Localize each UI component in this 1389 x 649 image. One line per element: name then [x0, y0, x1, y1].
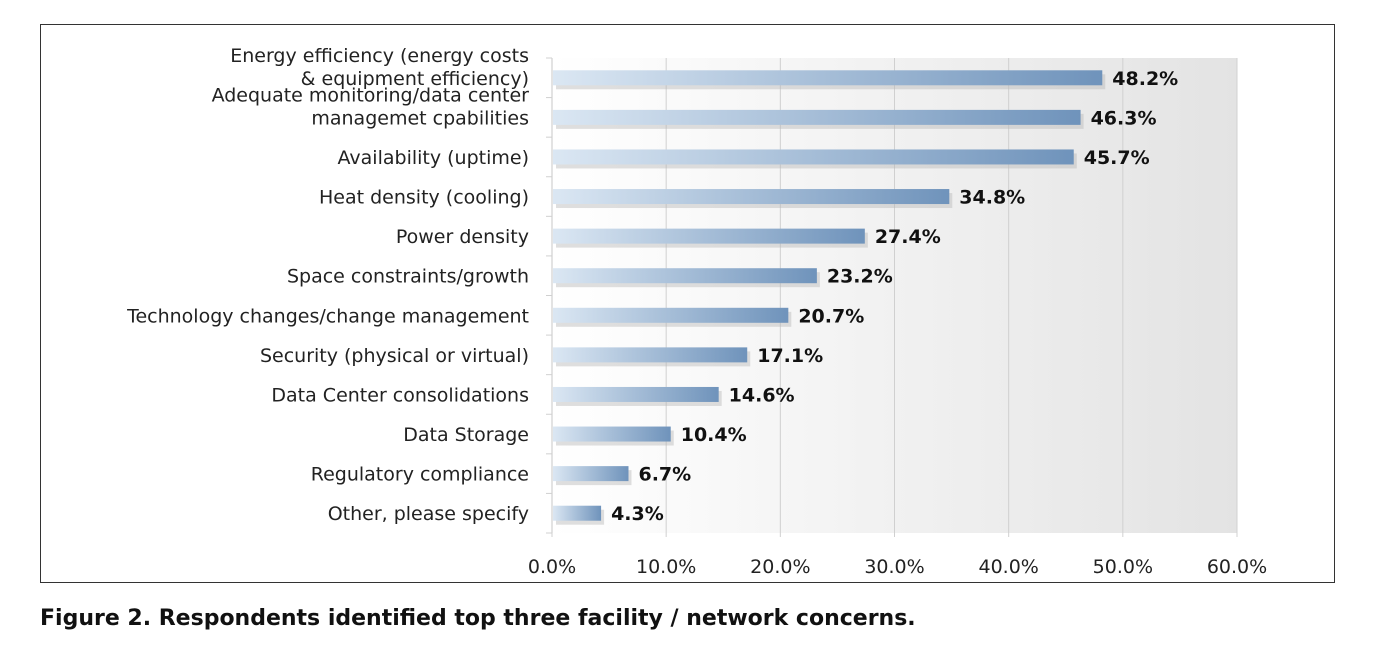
category-label: managemet cpabilities	[311, 107, 529, 129]
value-label: 6.7%	[638, 464, 691, 486]
x-tick-label: 10.0%	[636, 556, 696, 578]
category-label: Other, please specify	[328, 503, 529, 525]
bar-chart: 48.2% Energy efficiency (energy costs& eq…	[126, 45, 1267, 578]
bar	[553, 347, 748, 363]
value-label: 14.6%	[729, 384, 795, 406]
value-label: 48.2%	[1112, 68, 1178, 90]
value-label: 17.1%	[757, 345, 823, 367]
value-label: 27.4%	[875, 226, 941, 248]
chart-frame: 48.2% Energy efficiency (energy costs & eq…	[40, 24, 1335, 583]
category-label: & equipment efficiency)	[301, 68, 529, 90]
bar	[553, 109, 1081, 125]
bar	[553, 268, 817, 284]
category-label: Adequate monitoring/data center	[212, 84, 530, 106]
bar	[553, 426, 671, 442]
category-label: Energy efficiency (energy costs	[230, 45, 529, 67]
x-tick-label: 50.0%	[1093, 556, 1153, 578]
value-label: 20.7%	[798, 305, 864, 327]
bar	[553, 386, 719, 402]
x-tick-label: 30.0%	[864, 556, 924, 578]
x-tick-label: 0.0%	[528, 556, 576, 578]
x-tick-label: 40.0%	[978, 556, 1038, 578]
value-label: 23.2%	[827, 266, 893, 288]
category-label: Heat density (cooling)	[319, 187, 529, 209]
category-label: Technology changes/change management	[126, 305, 529, 327]
bar	[553, 307, 789, 323]
category-label: Data Center consolidations	[271, 384, 529, 406]
category-label: Space constraints/growth	[287, 266, 529, 288]
x-tick-label: 20.0%	[750, 556, 810, 578]
category-label: Security (physical or virtual)	[260, 345, 529, 367]
category-label: Regulatory compliance	[311, 464, 529, 486]
value-label: 45.7%	[1084, 147, 1150, 169]
bar	[553, 149, 1074, 165]
figure-caption: Figure 2. Respondents identified top thr…	[40, 606, 916, 631]
category-label: Availability (uptime)	[338, 147, 529, 169]
value-label: 34.8%	[959, 187, 1025, 209]
bar	[553, 228, 865, 244]
value-label: 46.3%	[1091, 107, 1157, 129]
value-label: 10.4%	[681, 424, 747, 446]
bar	[553, 189, 950, 205]
x-tick-label: 60.0%	[1207, 556, 1267, 578]
bar	[553, 505, 602, 521]
category-label: Data Storage	[403, 424, 529, 446]
value-label: 4.3%	[611, 503, 664, 525]
category-label: Power density	[396, 226, 529, 248]
bar	[553, 70, 1103, 86]
bar	[553, 466, 629, 482]
